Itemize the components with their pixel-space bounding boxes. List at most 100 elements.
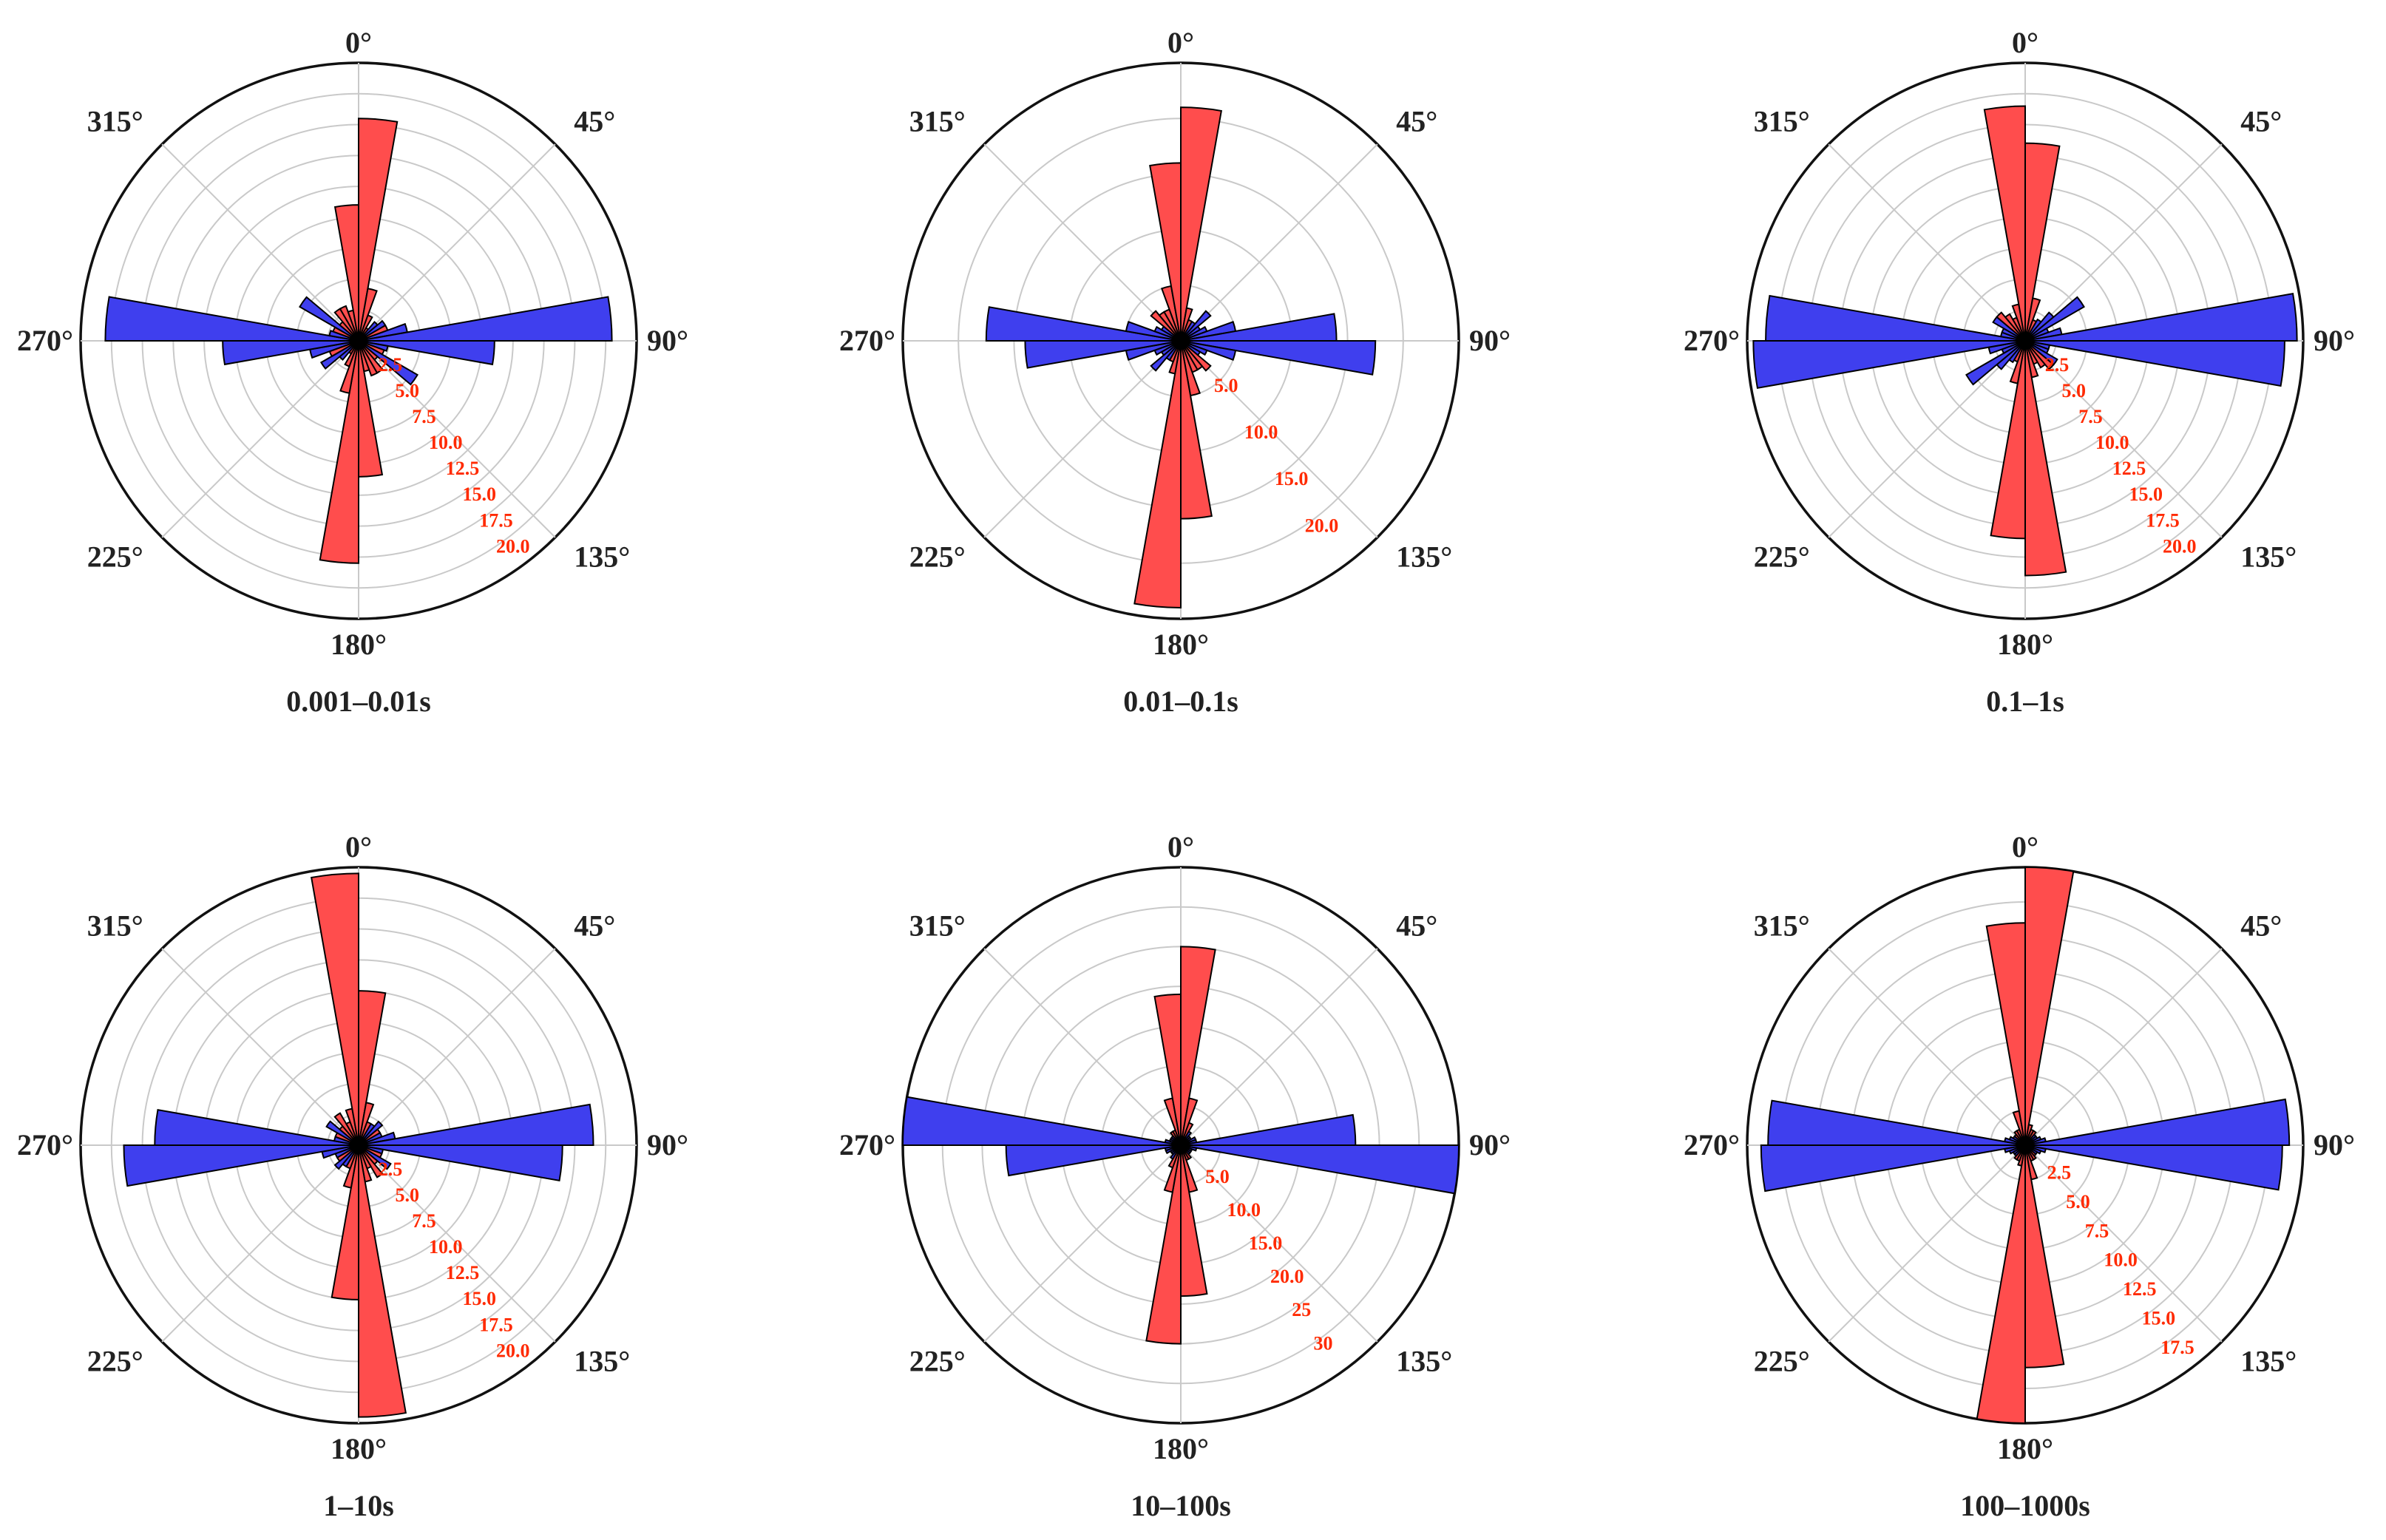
ring-tick-label: 7.5 [2085, 1220, 2109, 1241]
angle-label-315: 315° [909, 105, 966, 138]
angle-label-270: 270° [17, 1128, 73, 1161]
angle-label-270: 270° [17, 324, 73, 357]
grid-spoke [2024, 1144, 2223, 1343]
grid-spoke [358, 1144, 556, 1343]
petal-red [1150, 310, 1182, 342]
petal-red [2024, 340, 2055, 370]
petal-red [1145, 1144, 1182, 1345]
ring-tick-label: 12.5 [2112, 458, 2146, 479]
petal-red [358, 1144, 384, 1178]
petal-red [2024, 866, 2075, 1146]
petal-red [1180, 340, 1212, 372]
grid-spoke [1828, 143, 2026, 342]
grid-spoke [358, 143, 556, 342]
ring-tick-label: 15.0 [1249, 1232, 1283, 1254]
petal-blue [358, 340, 418, 386]
angle-label-45: 45° [1396, 909, 1437, 943]
ring-tick-label: 5.0 [1214, 375, 1238, 396]
angle-label-135: 135° [2240, 1344, 2297, 1377]
ring-tick-label: 5.0 [396, 380, 420, 401]
petal-blue [299, 296, 359, 342]
grid-spoke [161, 143, 359, 342]
ring-tick-label: 15.0 [2129, 484, 2163, 505]
angle-label-225: 225° [909, 540, 966, 573]
petal-blue [1965, 340, 2026, 386]
ring-tick-label: 17.5 [2160, 1337, 2194, 1358]
ring-tick-label: 12.5 [2123, 1278, 2157, 1300]
angle-label-225: 225° [1754, 1344, 1810, 1377]
angle-label-45: 45° [2240, 105, 2282, 138]
angle-label-90: 90° [1469, 324, 1511, 357]
ring-tick-label: 5.0 [396, 1184, 420, 1206]
panel-title: 10–100s [1131, 1489, 1231, 1522]
ring-tick-label: 5.0 [2062, 380, 2087, 401]
angle-label-90: 90° [2314, 1128, 2355, 1161]
ring-tick-label: 20.0 [2163, 535, 2197, 557]
ring-tick-label: 17.5 [2146, 509, 2180, 531]
grid-spoke [1180, 948, 1378, 1146]
petal-red [1180, 106, 1223, 342]
petal-blue [358, 1103, 594, 1146]
petal-blue [358, 1144, 563, 1182]
ring-tick-label: 25 [1292, 1299, 1311, 1320]
ring-tick-label: 2.5 [2045, 354, 2070, 376]
ring-tick-label: 5.0 [2066, 1191, 2090, 1212]
petal-red [358, 340, 379, 377]
panel-title: 0.01–0.1s [1123, 685, 1238, 718]
petal-red [358, 118, 399, 342]
petal-blue [2024, 340, 2285, 387]
petal-red [2024, 340, 2047, 369]
ring-tick-label: 15.0 [463, 1288, 497, 1309]
petal-red [319, 340, 359, 564]
grid-spoke [1180, 340, 1378, 538]
ring-tick-label: 7.5 [2078, 406, 2103, 427]
petal-blue [2024, 1098, 2291, 1146]
petal-blue [2024, 296, 2085, 342]
angle-label-0: 0° [345, 26, 372, 59]
angle-label-135: 135° [2240, 540, 2297, 573]
ring-tick-label: 20.0 [1305, 515, 1339, 536]
angle-label-135: 135° [574, 1344, 630, 1377]
grid-spoke [161, 1144, 359, 1343]
petal-red [2004, 313, 2026, 342]
angle-label-135: 135° [1396, 1344, 1452, 1377]
petal-red [1990, 340, 2026, 540]
ring-tick-label: 7.5 [412, 1210, 436, 1232]
angle-label-90: 90° [2314, 324, 2355, 357]
ring-tick-label: 7.5 [412, 406, 436, 427]
petal-blue [1765, 294, 2026, 342]
grid-spoke [2024, 340, 2223, 538]
panel-title: 1–10s [323, 1489, 394, 1522]
petal-red [333, 1112, 359, 1146]
grid-spoke [983, 948, 1182, 1146]
ring-tick-label: 15.0 [1275, 468, 1309, 489]
petal-red [1180, 946, 1216, 1146]
grid-spoke [983, 340, 1182, 538]
grid-spoke [1828, 340, 2026, 538]
angle-label-180: 180° [331, 1432, 387, 1465]
ring-tick-label: 15.0 [2142, 1308, 2176, 1329]
petal-red [1996, 311, 2026, 342]
angle-label-315: 315° [1754, 105, 1810, 138]
petal-red [1149, 162, 1182, 342]
angle-label-270: 270° [839, 1128, 895, 1161]
ring-tick-label: 10.0 [1244, 421, 1278, 443]
angle-label-90: 90° [647, 1128, 688, 1161]
angle-label-45: 45° [574, 105, 615, 138]
angle-label-315: 315° [87, 105, 143, 138]
ring-tick-label: 5.0 [1205, 1166, 1230, 1187]
ring-tick-label: 15.0 [463, 484, 497, 505]
angle-label-0: 0° [345, 830, 372, 864]
angle-label-180: 180° [331, 628, 387, 661]
grid-spoke [358, 340, 556, 538]
angle-label-90: 90° [647, 324, 688, 357]
ring-tick-label: 2.5 [379, 354, 403, 376]
petal-red [1983, 105, 2026, 342]
angle-label-225: 225° [1754, 540, 1810, 573]
ring-tick-label: 20.0 [1270, 1266, 1304, 1287]
ring-tick-label: 10.0 [1227, 1199, 1261, 1221]
petal-blue [1180, 1144, 1460, 1195]
petal-red [333, 204, 359, 342]
petal-blue [1767, 1099, 2026, 1146]
